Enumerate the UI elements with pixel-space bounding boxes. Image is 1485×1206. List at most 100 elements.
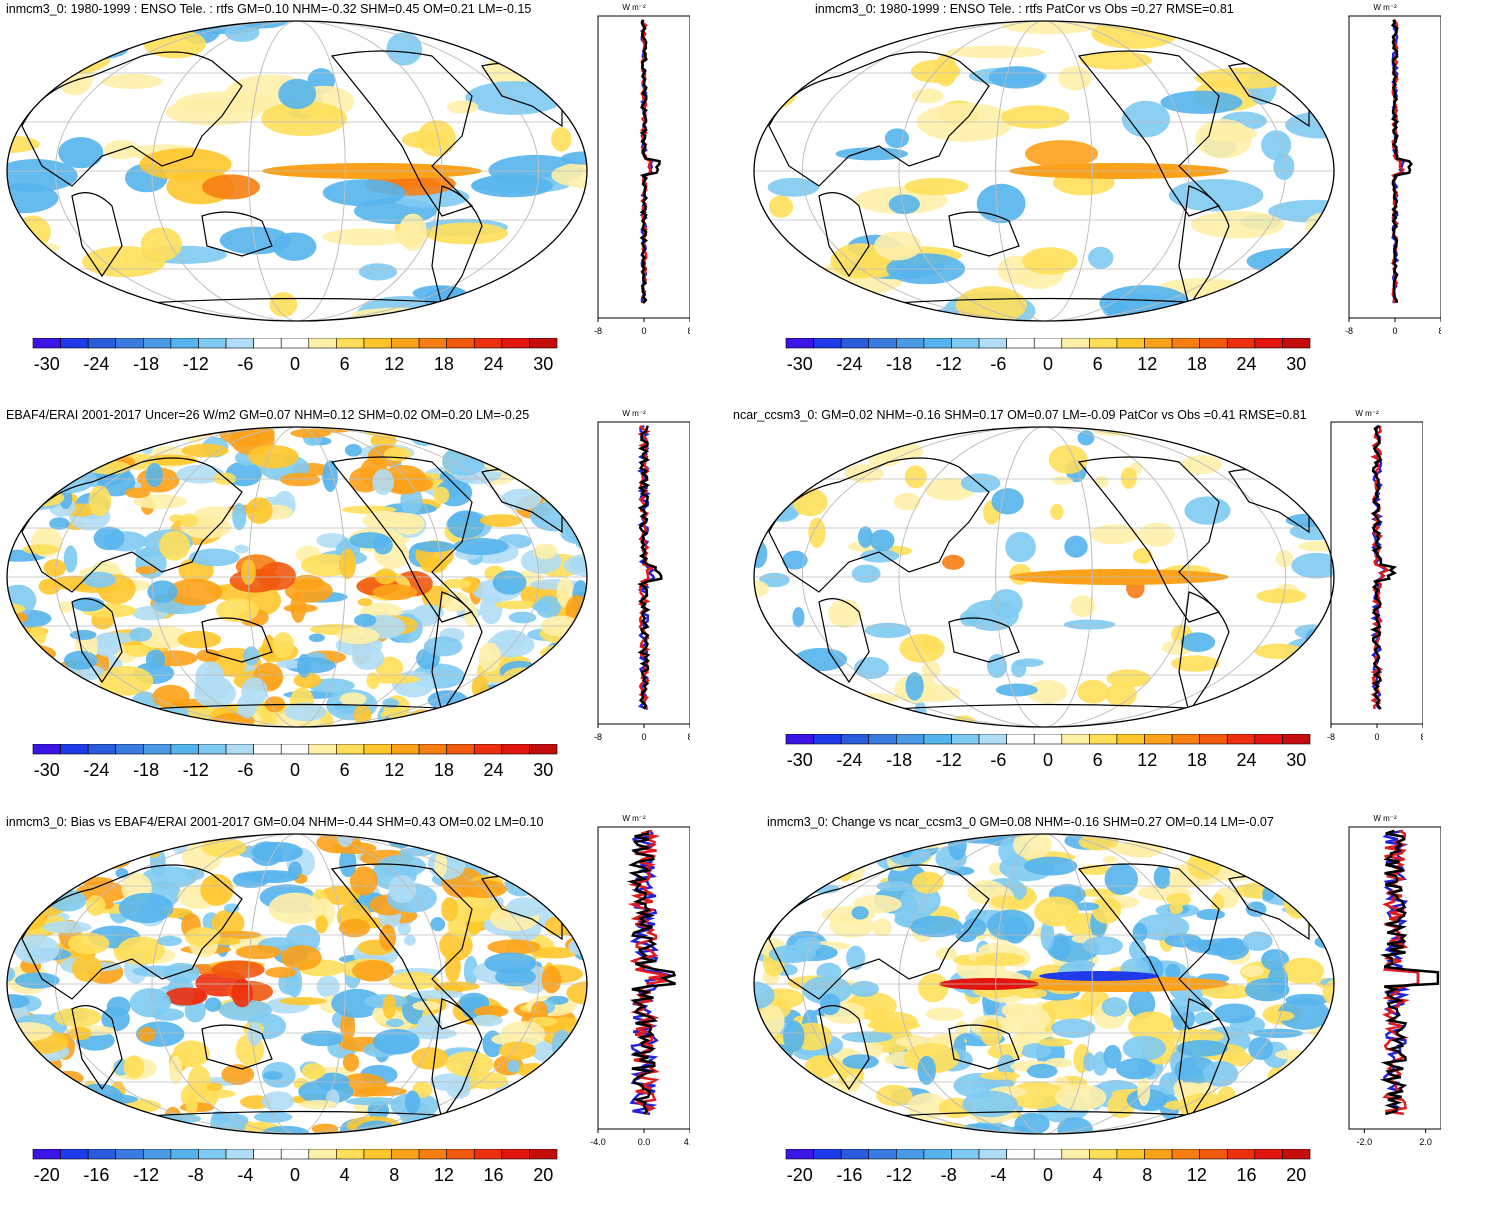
colorbar-label: 6 — [340, 354, 350, 374]
map-border — [6, 426, 588, 728]
colorbar-label: -12 — [183, 760, 209, 780]
colorbar-swatch — [1006, 1149, 1035, 1160]
colorbar-swatch — [336, 338, 365, 349]
colorbar-label: -6 — [237, 354, 253, 374]
colorbar: -20 -16 -12 -8 -4 0 4 8 12 16 20 — [30, 1149, 560, 1189]
colorbar-swatch — [446, 1149, 475, 1160]
colorbar-swatch — [225, 744, 254, 755]
colorbar-label: 6 — [1093, 750, 1103, 770]
colorbar-swatch — [60, 1149, 89, 1160]
graticule — [754, 21, 1334, 321]
colorbar-swatch — [896, 734, 925, 745]
profile-x-tick-label: 4.0 — [684, 1137, 690, 1147]
colorbar-label: -16 — [83, 1165, 109, 1185]
world-map — [2, 829, 592, 1139]
colorbar-swatch — [418, 744, 447, 755]
profile-x-tick-label: 8 — [1438, 326, 1441, 336]
world-map — [749, 422, 1339, 732]
colorbar-label: -12 — [936, 750, 962, 770]
colorbar-swatch — [896, 338, 925, 349]
colorbar-label: 4 — [1093, 1165, 1103, 1185]
colorbar-swatch — [143, 744, 172, 755]
colorbar-swatch — [840, 1149, 870, 1160]
colorbar-label: 30 — [533, 354, 553, 374]
colorbar-swatch — [115, 744, 144, 755]
colorbar-label: -18 — [886, 354, 912, 374]
colorbar-swatch — [60, 744, 89, 755]
colorbar-label: 8 — [389, 1165, 399, 1185]
panel-title: EBAF4/ERAI 2001-2017 Uncer=26 W/m2 GM=0.… — [6, 408, 530, 422]
colorbar-label: 24 — [1237, 354, 1257, 374]
colorbar-swatch — [1254, 734, 1283, 745]
colorbar-swatch — [951, 734, 980, 745]
colorbar-label: -24 — [836, 750, 862, 770]
profile-x-tick-label: 0.0 — [638, 1137, 651, 1147]
colorbar-label: 6 — [340, 760, 350, 780]
colorbar-label: 0 — [290, 760, 300, 780]
colorbar-label: -6 — [990, 354, 1006, 374]
colorbar-label: -30 — [34, 760, 60, 780]
panel-title: inmcm3_0: 1980-1999 : ENSO Tele. : rtfs … — [815, 2, 1234, 16]
colorbar: -30 -24 -18 -12 -6 0 6 12 18 24 30 — [30, 744, 560, 784]
colorbar-label: -18 — [886, 750, 912, 770]
colorbar-label: 8 — [1142, 1165, 1152, 1185]
colorbar-swatch — [1171, 734, 1200, 745]
colorbar-swatch — [1089, 1149, 1118, 1160]
colorbar-swatch — [951, 338, 980, 349]
colorbar-swatch — [1254, 338, 1283, 349]
colorbar-swatch — [1144, 338, 1173, 349]
colorbar-label: 12 — [384, 760, 404, 780]
profile-x-tick-label: 8 — [687, 326, 690, 336]
colorbar-swatch — [529, 744, 558, 755]
colorbar-swatch — [418, 338, 447, 349]
colorbar-label: 30 — [533, 760, 553, 780]
colorbar-swatch — [840, 338, 870, 349]
colorbar-label: 0 — [290, 1165, 300, 1185]
colorbar-swatch — [1282, 1149, 1311, 1160]
colorbar-swatch — [473, 744, 503, 755]
colorbar: -30 -24 -18 -12 -6 0 6 12 18 24 30 — [783, 338, 1313, 378]
difference-profile-line — [626, 830, 677, 1115]
colorbar-label: 16 — [1237, 1165, 1257, 1185]
colorbar-swatch — [280, 1149, 310, 1160]
map-border — [6, 20, 588, 322]
colorbar-swatch — [143, 1149, 172, 1160]
colorbar-swatch — [170, 338, 199, 349]
colorbar-swatch — [1089, 734, 1118, 745]
profile-frame — [1348, 826, 1441, 1130]
colorbar-swatch — [225, 1149, 254, 1160]
colorbar-swatch — [1226, 1149, 1256, 1160]
colorbar-swatch — [1226, 734, 1256, 745]
difference-profile-line — [1379, 829, 1440, 1116]
colorbar-swatch — [868, 338, 897, 349]
colorbar-swatch — [501, 338, 530, 349]
colorbar-swatch — [418, 1149, 447, 1160]
colorbar-swatch — [170, 744, 199, 755]
colorbar-swatch — [308, 744, 337, 755]
profile-unit: W m⁻² — [622, 814, 646, 823]
panel-p5: inmcm3_0: Bias vs EBAF4/ERAI 2001-2017 G… — [0, 811, 742, 1206]
colorbar-swatch — [32, 338, 61, 349]
colorbar-swatch — [446, 744, 475, 755]
colorbar-swatch — [1226, 338, 1256, 349]
colorbar-label: 30 — [1286, 354, 1306, 374]
colorbar-swatch — [446, 338, 475, 349]
colorbar-label: -30 — [787, 750, 813, 770]
colorbar-swatch — [363, 338, 392, 349]
difference-profile-line — [1390, 19, 1413, 303]
colorbar-swatch — [978, 734, 1007, 745]
colorbar-swatch — [280, 744, 310, 755]
colorbar-swatch — [1033, 734, 1063, 745]
colorbar-swatch — [501, 1149, 530, 1160]
colorbar-label: 4 — [340, 1165, 350, 1185]
colorbar-swatch — [978, 1149, 1007, 1160]
colorbar-swatch — [225, 338, 254, 349]
colorbar-label: 12 — [434, 1165, 454, 1185]
map-border — [753, 426, 1335, 728]
colorbar-swatch — [1282, 338, 1311, 349]
colorbar: -30 -24 -18 -12 -6 0 6 12 18 24 30 — [30, 338, 560, 378]
colorbar-swatch — [813, 1149, 842, 1160]
colorbar-swatch — [1171, 338, 1200, 349]
profile-unit: W m⁻² — [1373, 814, 1397, 823]
colorbar-swatch — [363, 1149, 392, 1160]
